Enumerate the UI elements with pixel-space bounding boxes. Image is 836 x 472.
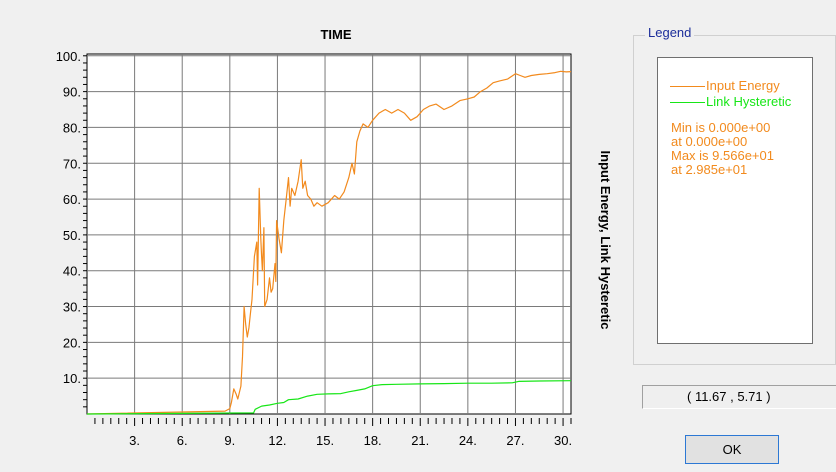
- y-axis-label: Input Energy, Link Hysteretic: [598, 151, 613, 330]
- min-at-text: at 0.000e+00: [671, 134, 748, 149]
- legend-entry-link-hysteretic: Link Hysteretic: [670, 95, 791, 109]
- y-minor-ticks: [83, 55, 87, 408]
- x-minor-ticks: [94, 418, 572, 426]
- chart-title: TIME: [320, 27, 351, 42]
- x-tick-label: 15.: [316, 433, 334, 448]
- grid-lines: [87, 54, 571, 414]
- max-value-text: Max is 9.566e+01: [671, 148, 774, 163]
- x-tick-label: 12.: [268, 433, 286, 448]
- y-tick-label: 20.: [63, 335, 81, 350]
- legend-entry-input-energy: Input Energy: [670, 79, 780, 93]
- series-line-input-energy: [86, 70, 572, 415]
- legend-title: Legend: [645, 25, 695, 40]
- x-tick-labels: 3. 6. 9. 12. 15. 18. 21. 24. 27. 30.: [129, 433, 572, 448]
- y-tick-label: 50.: [63, 228, 81, 243]
- legend-box: Input Energy Link Hysteretic Min is 0.00…: [657, 57, 813, 344]
- x-tick-label: 9.: [224, 433, 235, 448]
- y-tick-label: 80.: [63, 120, 81, 135]
- y-tick-label: 30.: [63, 300, 81, 315]
- x-tick-label: 6.: [177, 433, 188, 448]
- x-tick-label: 21.: [411, 433, 429, 448]
- min-value-text: Min is 0.000e+00: [671, 120, 771, 135]
- legend-swatch: [670, 86, 705, 88]
- x-tick-label: 30.: [554, 433, 572, 448]
- legend-stats: Min is 0.000e+00 at 0.000e+00 Max is 9.5…: [671, 121, 774, 177]
- x-tick-label: 24.: [459, 433, 477, 448]
- legend-swatch: [670, 102, 705, 104]
- y-tick-label: 90.: [63, 85, 81, 100]
- legend-label: Input Energy: [706, 78, 780, 93]
- coordinate-readout: ( 11.67 , 5.71 ): [642, 385, 836, 409]
- ok-button[interactable]: OK: [685, 435, 779, 464]
- time-history-plot[interactable]: TIME 3. 6. 9. 12. 15. 18. 21. 24. 27. 30. 10. 20. 3…: [0, 0, 620, 472]
- y-tick-label: 100.: [56, 49, 81, 64]
- series-line-link-hysteretic: [86, 380, 572, 415]
- x-tick-label: 27.: [506, 433, 524, 448]
- series-layer: [86, 70, 572, 415]
- y-tick-label: 60.: [63, 192, 81, 207]
- x-tick-label: 3.: [129, 433, 140, 448]
- legend-label: Link Hysteretic: [706, 94, 792, 109]
- plot-area[interactable]: [86, 53, 572, 415]
- max-at-text: at 2.985e+01: [671, 162, 748, 177]
- y-tick-label: 40.: [63, 264, 81, 279]
- y-tick-labels: 10. 20. 30. 40. 50. 60. 70. 80. 90. 100.: [56, 49, 81, 386]
- x-tick-label: 18.: [364, 433, 382, 448]
- y-tick-label: 70.: [63, 156, 81, 171]
- y-tick-label: 10.: [63, 371, 81, 386]
